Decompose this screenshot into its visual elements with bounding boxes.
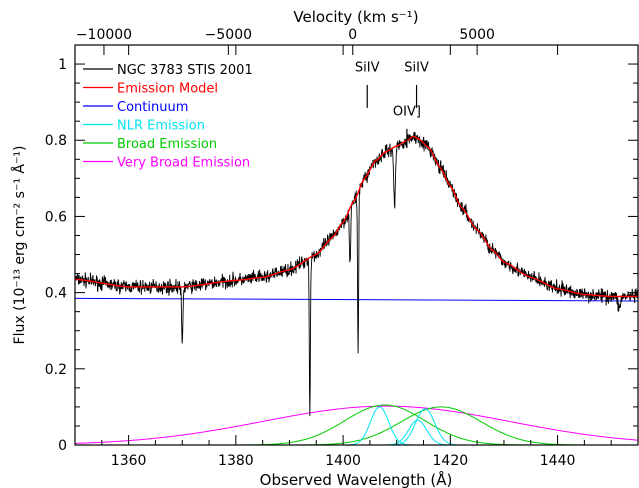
legend: NGC 3783 STIS 2001 Emission Model Continuu…: [83, 63, 253, 171]
axes-layer: 1360 1380 1400 1420 1440 0 0.2 0.4 0.6 0.8 1 −10000…: [45, 27, 639, 469]
y-tick-label: 0.6: [45, 209, 67, 225]
velocity-tick-label: −10000: [76, 27, 132, 43]
curves-layer: [75, 132, 638, 445]
x-tick-label: 1360: [111, 453, 147, 469]
nlr-emission-line-1: [75, 406, 638, 445]
velocity-tick-label: −5000: [205, 27, 252, 43]
x-tick-label: 1400: [325, 453, 361, 469]
line-label-2: SiIV: [404, 61, 429, 76]
very-broad-emission-line-1: [75, 405, 638, 444]
broad-emission-line-1: [75, 404, 638, 445]
velocity-tick-label: 5000: [459, 27, 495, 43]
broad-emission-line-2: [75, 406, 638, 445]
line-label-3: OIV]: [393, 104, 421, 119]
y-tick-label: 0.2: [45, 362, 67, 378]
legend-label-5: Broad Emission: [117, 137, 217, 152]
velocity-tick-label: 0: [348, 27, 357, 43]
y-tick-label: 0.4: [45, 286, 67, 302]
y-tick-label: 1: [58, 57, 67, 73]
legend-label-3: Continuum: [117, 100, 188, 115]
x-axis-label: Observed Wavelength (Å): [260, 470, 453, 488]
y-axis-label: Flux (10⁻¹³ erg cm⁻² s⁻¹ Å⁻¹): [11, 146, 28, 345]
y-tick-label: 0: [58, 438, 67, 454]
y-tick-label: 0.8: [45, 133, 67, 149]
legend-label-6: Very Broad Emission: [117, 156, 250, 171]
line-label-1: SiIV: [355, 61, 380, 76]
observed-spectrum-line: [75, 132, 638, 417]
emission-model-line: [75, 135, 638, 298]
legend-label-4: NLR Emission: [117, 119, 205, 134]
legend-label-2: Emission Model: [117, 82, 218, 97]
top-axis-label: Velocity (km s⁻¹): [293, 8, 418, 26]
x-tick-label: 1420: [433, 453, 469, 469]
continuum-line: [75, 297, 638, 302]
annotations-layer: SiIV SiIV OIV]: [355, 61, 429, 148]
x-tick-label: 1440: [540, 453, 576, 469]
plot-frame: [74, 44, 639, 446]
legend-label-1: NGC 3783 STIS 2001: [117, 63, 253, 78]
x-tick-label: 1380: [218, 453, 254, 469]
